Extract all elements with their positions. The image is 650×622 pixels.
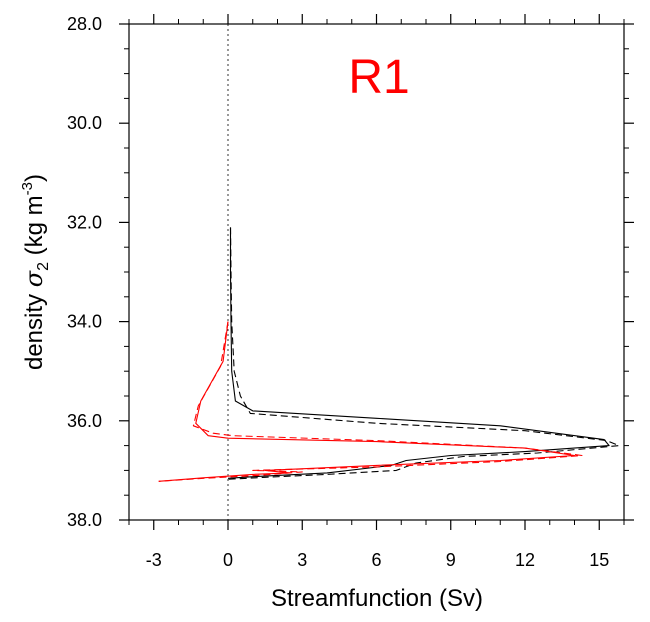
y-tick-label: 34.0: [67, 312, 102, 332]
x-tick-label: 6: [371, 550, 381, 570]
y-tick-label: 30.0: [67, 113, 102, 133]
y-axis-title: density σ2 (kg m-3): [19, 174, 52, 370]
x-tick-label: 9: [446, 550, 456, 570]
x-tick-label: 15: [589, 550, 609, 570]
y-axis-title-sigma: σ: [20, 270, 48, 287]
axis-ticks: [119, 14, 634, 530]
series-line-3: [158, 321, 576, 482]
y-tick-label: 36.0: [67, 411, 102, 431]
y-tick-label: 28.0: [67, 14, 102, 34]
x-tick-label: 3: [297, 550, 307, 570]
series-lines: [158, 227, 620, 482]
y-axis-title-unit-close: ): [21, 174, 48, 182]
y-tick-labels: 28.0 30.0 32.0 34.0 36.0 38.0: [67, 14, 102, 530]
series-line-4: [158, 321, 583, 482]
y-tick-label: 38.0: [67, 510, 102, 530]
series-line-1: [227, 227, 610, 479]
y-axis-title-sigma-sub: 2: [35, 262, 52, 271]
x-tick-label: -3: [146, 550, 162, 570]
y-axis-title-unit-sup: -3: [19, 182, 36, 195]
x-tick-labels: -3 0 3 6 9 12 15: [146, 550, 610, 570]
chart-title: R1: [348, 51, 409, 104]
y-tick-label: 32.0: [67, 212, 102, 232]
x-tick-label: 12: [515, 550, 535, 570]
y-axis-title-unit-open: (kg m: [21, 195, 48, 262]
series-line-2: [227, 227, 620, 480]
y-axis-title-prefix: density: [21, 287, 48, 370]
x-axis-title: Streamfunction (Sv): [271, 585, 483, 612]
x-tick-label: 0: [223, 550, 233, 570]
